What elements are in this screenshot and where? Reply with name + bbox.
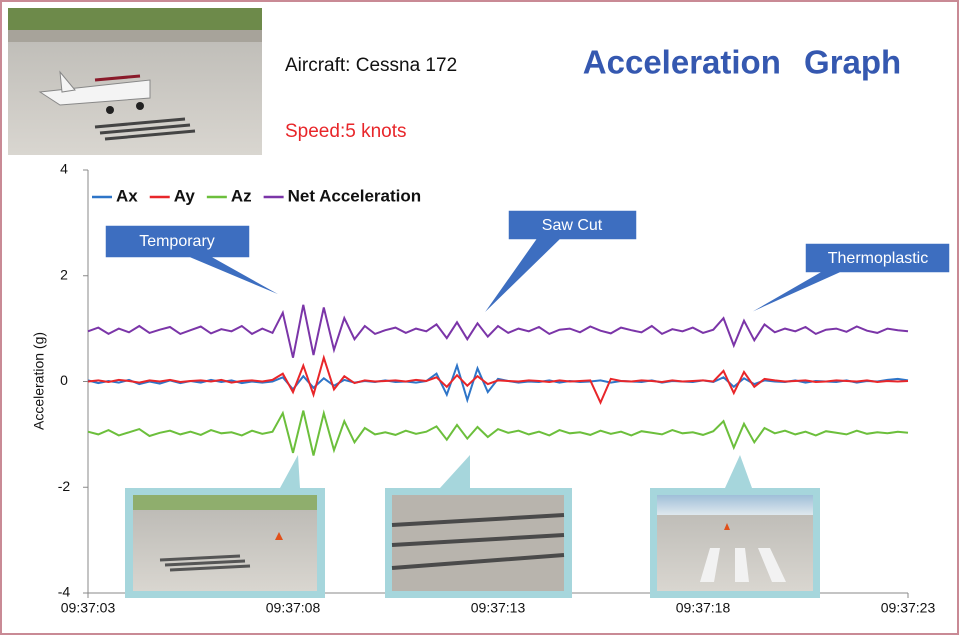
aircraft-photo: [8, 8, 262, 155]
x-tick-label: 09:37:03: [61, 600, 116, 616]
x-tick-label: 09:37:18: [676, 600, 731, 616]
y-tick-label: 4: [60, 161, 68, 177]
y-tick-label: -4: [58, 584, 71, 600]
y-axis-label: Acceleration (g): [31, 332, 47, 430]
aircraft-label: Aircraft: Cessna 172: [285, 55, 457, 76]
legend-label: Ay: [174, 186, 196, 205]
legend-label: Az: [231, 186, 252, 205]
callout-text: Temporary: [139, 233, 215, 250]
y-tick-label: -2: [58, 478, 71, 494]
legend-label: Ax: [116, 186, 138, 205]
legend-label: Net Acceleration: [288, 186, 422, 205]
slide: Aircraft: Cessna 172 Speed:5 knots Accel…: [0, 0, 959, 635]
x-tick-label: 09:37:08: [266, 600, 321, 616]
callout-text: Saw Cut: [542, 217, 603, 234]
x-tick-label: 09:37:23: [881, 600, 936, 616]
x-tick-label: 09:37:13: [471, 600, 526, 616]
y-tick-label: 0: [60, 372, 68, 388]
y-tick-label: 2: [60, 266, 68, 282]
callout-text: Thermoplastic: [828, 250, 928, 267]
speed-label: Speed:5 knots: [285, 121, 406, 142]
slide-title: Acceleration Graph: [583, 44, 901, 81]
